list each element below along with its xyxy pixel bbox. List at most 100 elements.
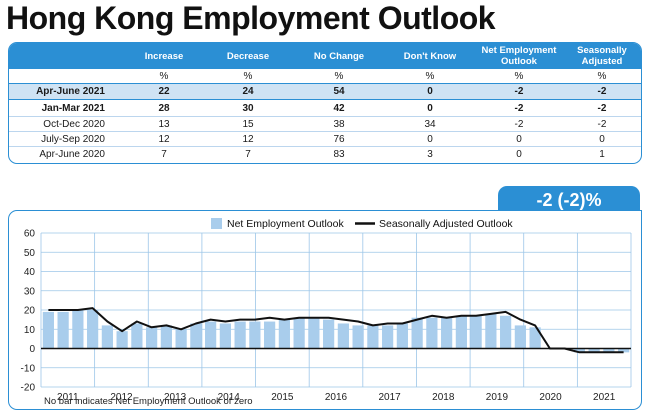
unit-cell: % [243,70,253,82]
table-cell: -2 [514,103,524,114]
table-cell: 76 [333,134,345,145]
y-tick-label: 40 [24,267,36,278]
bar [131,323,143,349]
unit-cell: % [514,70,524,82]
x-year-label: 2015 [271,392,294,403]
table-row: July-Sep 2020 12 12 76 0 0 0 [9,131,641,147]
bar [396,323,408,349]
bar [249,321,261,349]
table-row: Jan-Mar 2021 28 30 42 0 -2 -2 [9,101,641,116]
row-label: Apr-June 2021 [36,86,105,97]
x-year-label: 2011 [57,392,79,403]
table-row: Apr-June 2021 22 24 54 0 -2 -2 [9,83,641,100]
employment-table: Increase Decrease No Change Don't Know N… [8,42,642,164]
table-cell: 0 [427,86,433,97]
bar [264,321,276,349]
chart-panel: 60 50 40 30 20 10 0 -10 -20 2011 2012 2013 2014 2015 2… [8,210,642,410]
bar [588,348,600,353]
table-row: Apr-June 2020 7 7 83 3 0 1 [9,146,641,162]
table-cell: 24 [242,86,254,97]
x-year-label: 2012 [110,392,133,403]
table-cell: 0 [427,134,433,145]
table-cell: 54 [333,86,345,97]
bar [441,317,453,349]
bar [426,317,438,349]
bar [87,310,99,349]
table-cell: 28 [158,103,170,114]
bar [205,321,217,349]
bar [190,323,202,349]
table-cell: 7 [161,149,167,160]
table-cell: 3 [427,149,433,160]
bar [500,315,512,349]
table-cell: 7 [245,149,251,160]
header-net-outlook: Net Employment Outlook [481,45,557,67]
y-tick-label: 30 [24,286,36,297]
x-year-label: 2013 [164,392,187,403]
bar [175,329,187,349]
seasonally-adjusted-line [48,307,624,354]
bar [514,325,526,349]
header-increase: Increase [144,50,184,62]
table-cell: -2 [514,119,524,130]
table-cell: 0 [599,134,605,145]
bar [470,315,482,349]
row-label: Oct-Dec 2020 [43,119,105,130]
row-label: July-Sep 2020 [41,134,105,145]
table-cell: 12 [158,134,170,145]
y-tick-label: 50 [24,248,36,259]
table-cell: 0 [427,103,433,114]
bar [57,311,69,349]
y-tick-label: 10 [24,325,36,336]
table-cell: 42 [333,103,345,114]
table-cell: 83 [333,149,345,160]
chart-footnote: No bar indicates Net Employment Outlook … [44,396,253,407]
bar [278,319,290,349]
page-title: Hong Kong Employment Outlook [6,0,496,36]
table-cell: 38 [333,119,345,130]
x-year-label: 2018 [432,392,455,403]
header-dont-know: Don't Know [403,50,457,62]
bar [146,327,158,349]
row-label: Apr-June 2020 [39,149,105,160]
header-seasonally-adjusted: Seasonally Adjusted [577,45,627,67]
y-tick-label: 20 [24,306,36,317]
y-tick-label: 60 [24,229,36,240]
bar [455,315,467,349]
bar [219,323,231,349]
table-cell: 0 [516,149,522,160]
legend-label: Seasonally Adjusted Outlook [379,218,513,230]
legend-label: Net Employment Outlook [227,218,344,230]
table-cell: -2 [514,86,524,97]
bar [293,317,305,349]
header-no-change: No Change [313,50,365,62]
bar [529,327,541,349]
bar [160,325,172,349]
bar [234,321,246,349]
x-year-label: 2021 [593,392,616,403]
x-year-label: 2019 [486,392,509,403]
x-year-label: 2020 [539,392,562,403]
bar [411,317,423,349]
row-label: Jan-Mar 2021 [41,103,105,114]
bar [323,319,335,349]
table-cell: -2 [597,119,607,130]
x-year-label: 2014 [218,392,241,403]
bar [116,331,128,349]
current-outlook-badge: -2 (-2)% [498,186,640,214]
table-header: Increase Decrease No Change Don't Know N… [9,43,641,69]
table-row: Oct-Dec 2020 13 15 38 34 -2 -2 [9,116,641,132]
bar [352,325,364,349]
header-decrease: Decrease [226,50,270,62]
y-tick-label: -20 [21,383,36,394]
table-cell: 15 [242,119,254,130]
bar [72,310,84,349]
y-tick-label: -10 [21,363,36,374]
table-cell: 1 [599,149,605,160]
unit-row: % % % % % % [9,69,641,83]
unit-cell: % [597,70,607,82]
table-cell: 34 [424,119,436,130]
bar [367,325,379,349]
bar [308,317,320,349]
bar [382,325,394,349]
